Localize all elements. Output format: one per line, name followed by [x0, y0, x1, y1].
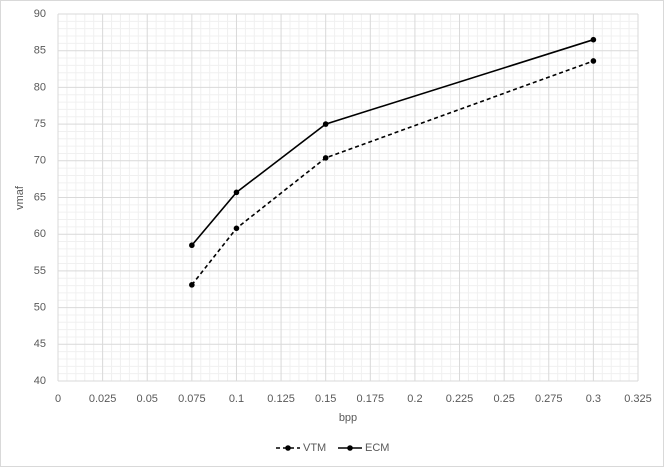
x-tick-label: 0.05 [137, 393, 158, 405]
y-tick-label: 85 [34, 45, 46, 57]
x-tick-label: 0 [55, 393, 61, 405]
data-point [590, 58, 597, 64]
x-tick-label: 0.3 [586, 393, 601, 405]
x-tick-label: 0.25 [493, 393, 514, 405]
data-point [233, 225, 240, 232]
series-line [191, 38, 594, 246]
y-tick-label: 80 [34, 81, 46, 93]
data-point [233, 189, 240, 196]
legend-label: ECM [365, 442, 389, 454]
x-tick-label: 0.225 [446, 393, 474, 405]
x-axis-label: bpp [339, 412, 357, 424]
legend-label: VTM [303, 442, 326, 454]
y-tick-label: 75 [34, 118, 46, 130]
legend-marker [347, 445, 353, 451]
data-point [590, 36, 597, 43]
data-point [322, 155, 329, 161]
x-tick-label: 0.325 [624, 393, 652, 405]
data-point [322, 121, 329, 127]
x-tick-label: 0.15 [315, 393, 336, 405]
y-tick-label: 50 [34, 302, 46, 314]
y-tick-label: 60 [34, 228, 46, 240]
y-axis-label: vmaf [14, 185, 26, 210]
y-tick-label: 90 [34, 8, 46, 20]
x-tick-label: 0.2 [407, 393, 422, 405]
y-tick-label: 70 [34, 155, 46, 167]
data-point [189, 282, 195, 288]
series-line [191, 60, 594, 286]
legend-marker [285, 445, 291, 451]
y-tick-label: 65 [34, 191, 46, 203]
x-tick-label: 0.1 [229, 393, 244, 405]
data-point [189, 242, 195, 249]
y-tick-label: 45 [34, 338, 46, 350]
x-tick-label: 0.075 [178, 393, 206, 405]
y-tick-label: 55 [34, 265, 46, 277]
y-tick-label: 40 [34, 375, 46, 387]
x-tick-label: 0.275 [535, 393, 563, 405]
x-tick-label: 0.175 [357, 393, 385, 405]
x-tick-label: 0.125 [267, 393, 295, 405]
x-tick-label: 0.025 [89, 393, 117, 405]
